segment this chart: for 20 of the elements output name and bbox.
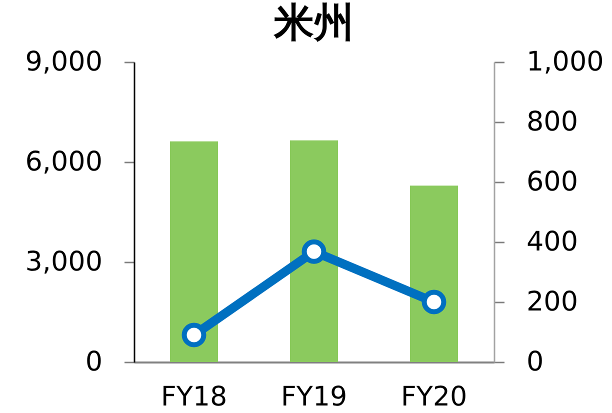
y-tick-label: 6,000 <box>25 146 102 178</box>
y2-tick-label: 800 <box>526 106 578 138</box>
chart-title: 米州 <box>273 0 354 46</box>
y2-tick-label: 200 <box>526 286 578 318</box>
x-tick-label: FY19 <box>280 382 348 412</box>
x-tick-label: FY18 <box>160 382 228 412</box>
y-tick-label: 3,000 <box>25 246 102 278</box>
y2-tick-label: 1,000 <box>526 46 604 78</box>
point <box>422 290 446 314</box>
y2-tick-label: 400 <box>526 226 578 258</box>
point <box>182 322 206 348</box>
bar <box>410 186 458 362</box>
bar <box>290 140 338 362</box>
y-tick-label: 0 <box>85 346 102 378</box>
y2-tick-label: 600 <box>526 166 578 198</box>
x-tick-label: FY20 <box>400 382 468 412</box>
point <box>302 239 326 264</box>
y-tick-label: 9,000 <box>25 46 102 78</box>
bar <box>170 141 218 362</box>
y2-tick-label: 0 <box>526 346 544 378</box>
